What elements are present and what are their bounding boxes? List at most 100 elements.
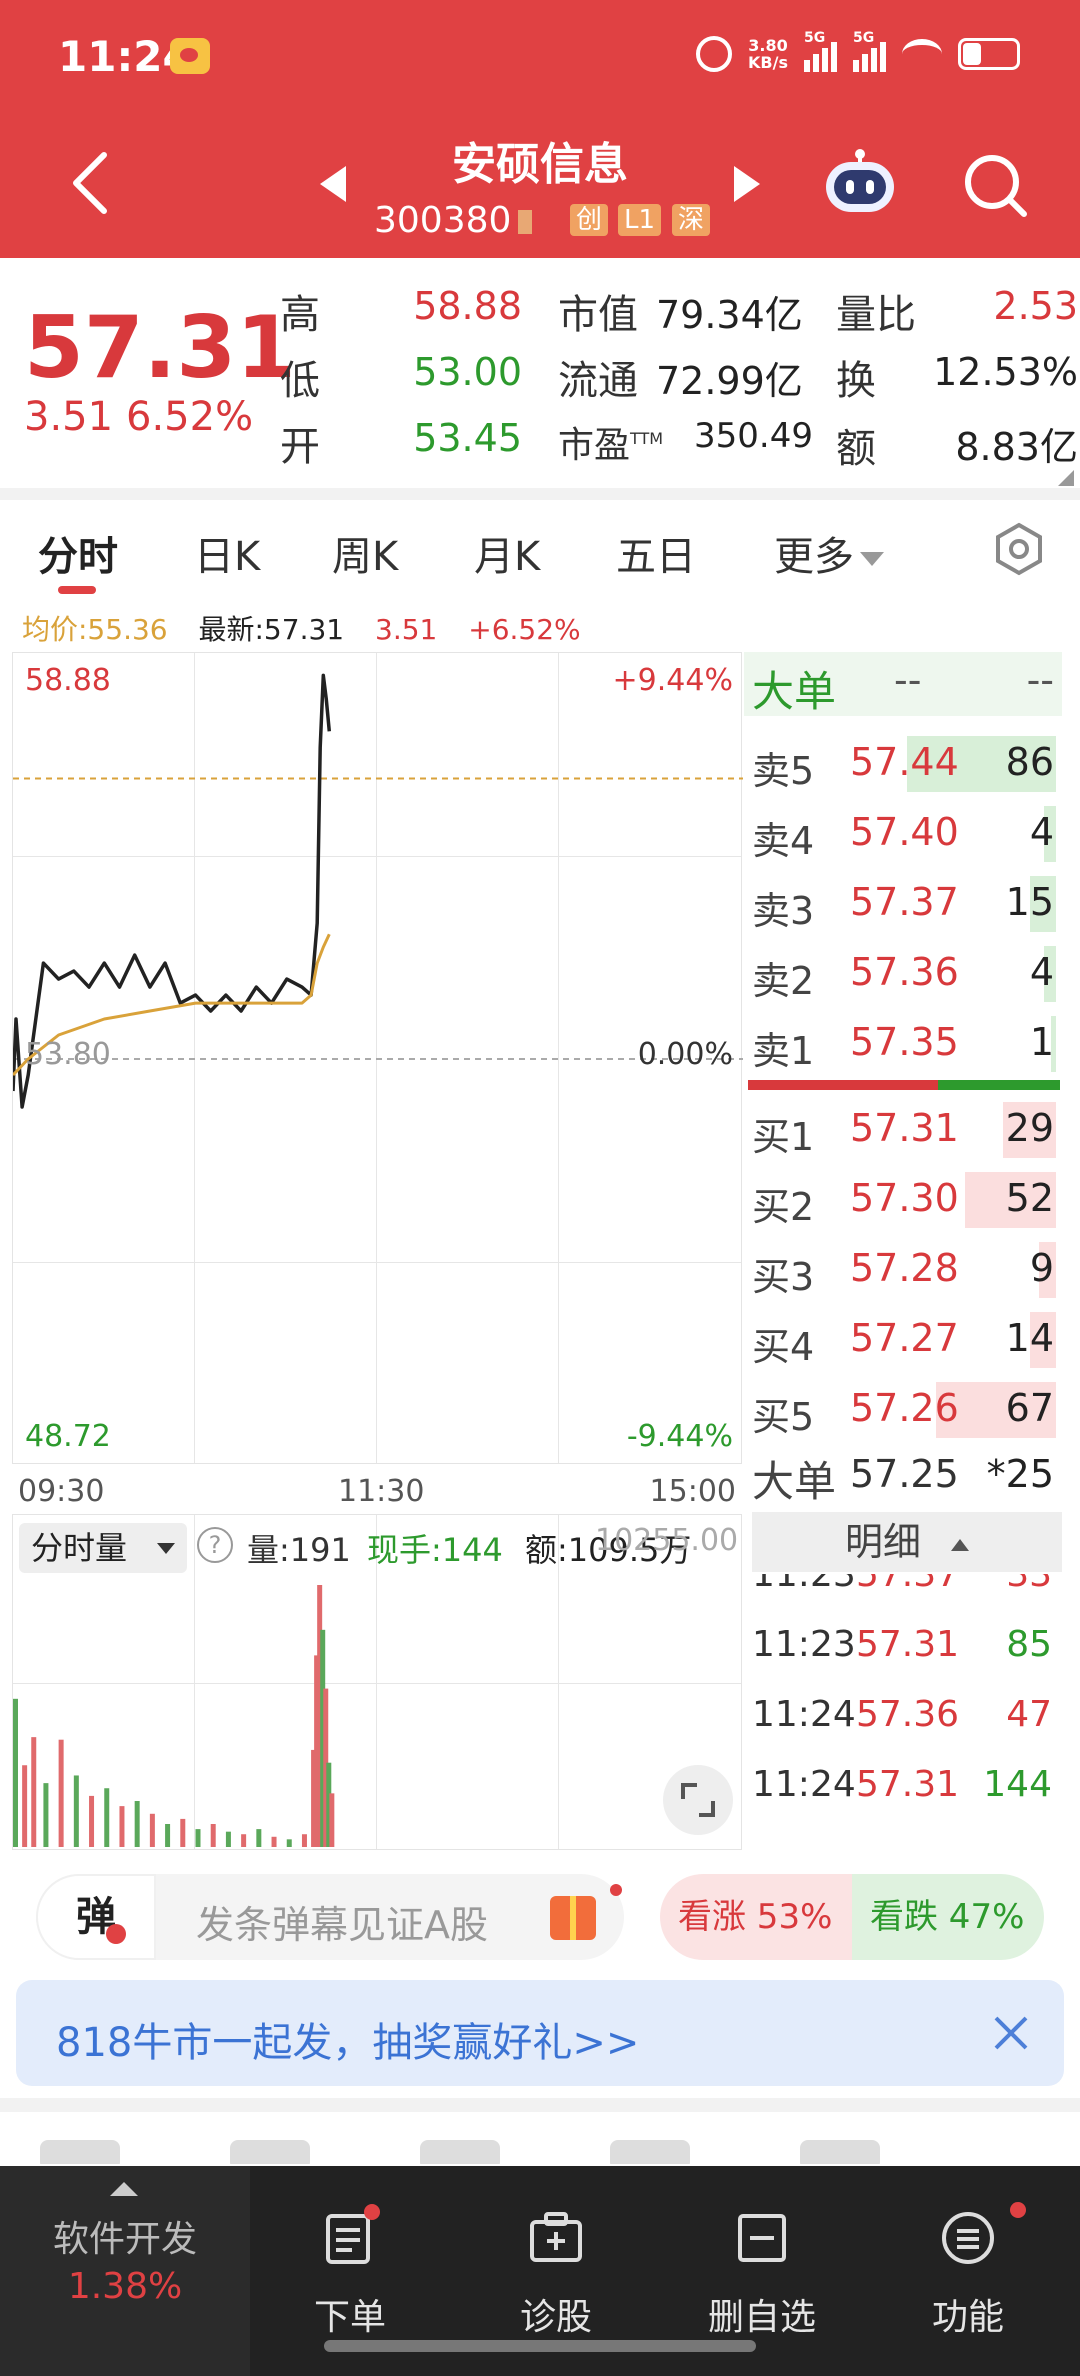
volume-bar xyxy=(271,1836,277,1847)
tick-time: 11:23 xyxy=(752,1574,856,1595)
gift-icon[interactable] xyxy=(550,1896,596,1940)
bid-label: 买1 xyxy=(752,1115,815,1159)
bid-price: 57.28 xyxy=(850,1246,959,1290)
low-value: 53.00 xyxy=(413,350,522,394)
ask-qty: 15 xyxy=(1005,880,1054,924)
volume-bar xyxy=(314,1655,320,1847)
tick-vol: 144 xyxy=(983,1764,1052,1805)
ask-label: 卖1 xyxy=(752,1029,815,1073)
back-button[interactable] xyxy=(60,148,120,218)
open-label: 开 xyxy=(280,424,320,470)
bid-qty: 9 xyxy=(1029,1246,1054,1290)
volume-bar xyxy=(241,1834,247,1847)
order-book[interactable]: 大单 -- -- 卖5 57.44 86 卖4 57.40 4 卖3 57.37 15 卖2 57.… xyxy=(744,652,1068,1852)
tab-five-day[interactable]: 五日 xyxy=(616,534,696,580)
bid-depth-bar xyxy=(1003,1102,1056,1158)
promo-text[interactable]: 818牛市一起发，抽奖赢好礼>> xyxy=(56,2020,640,2066)
bid-row[interactable]: 买4 57.27 14 xyxy=(744,1308,1062,1369)
home-indicator[interactable] xyxy=(324,2340,756,2352)
last-big-order-row: 大单 57.25 *25 xyxy=(744,1444,1062,1506)
big-order-value-2: -- xyxy=(1026,658,1054,702)
tab-more[interactable]: 更多 xyxy=(774,524,884,582)
pe-label: 市盈TTM xyxy=(558,416,663,468)
ask-price: 57.36 xyxy=(850,950,959,994)
next-stock-icon[interactable] xyxy=(734,166,760,202)
sector-name: 软件开发 xyxy=(52,2219,197,2260)
chart-bottom-pct: -9.44% xyxy=(626,1419,733,1454)
volume-bar xyxy=(149,1813,155,1847)
volume-chart[interactable]: 分时量 ? 量:191 现手:144 额:109.5万 10255.00 xyxy=(12,1514,742,1850)
wifi-icon xyxy=(902,39,942,69)
chart-bottom-price: 48.72 xyxy=(25,1419,111,1454)
price-change: 3.51 xyxy=(24,394,114,440)
settings-icon xyxy=(996,522,1042,576)
fullscreen-button[interactable] xyxy=(663,1765,733,1835)
ask-depth-bar xyxy=(1044,946,1056,1002)
sector-ticker[interactable]: 软件开发 1.38% xyxy=(0,2166,250,2376)
amount-value: 8.83亿 xyxy=(955,425,1078,469)
signal-1-label: 5G xyxy=(804,30,826,46)
danmaku-toggle-icon[interactable]: 弹 xyxy=(36,1874,156,1960)
danmaku-placeholder[interactable]: 发条弹幕见证A股 xyxy=(196,1903,488,1947)
bid-row[interactable]: 买2 57.30 52 xyxy=(744,1168,1062,1229)
ask-label: 卖2 xyxy=(752,959,815,1003)
help-icon[interactable]: ? xyxy=(197,1527,233,1563)
bullish-vote-button[interactable]: 看涨 53% xyxy=(660,1874,852,1960)
price-series-line xyxy=(13,673,332,1109)
volume-bar xyxy=(225,1831,231,1847)
ask-row[interactable]: 卖4 57.40 4 xyxy=(744,802,1062,863)
grid-line xyxy=(558,653,559,1463)
menu-icon xyxy=(942,2212,994,2264)
ask-depth-bar xyxy=(907,736,1056,792)
expand-quote-icon[interactable] xyxy=(1058,470,1074,486)
tick-price: 57.36 xyxy=(856,1694,960,1735)
status-icons: 3.80 KB/s 5G 5G xyxy=(696,30,1020,72)
bid-row[interactable]: 买5 57.26 67 xyxy=(744,1378,1062,1439)
volume-bar xyxy=(329,1793,335,1847)
tick-row: 11:23 57.37 33 xyxy=(744,1574,1062,1608)
high-value: 58.88 xyxy=(413,284,522,328)
chart-settings-button[interactable] xyxy=(992,522,1046,576)
detail-toggle-button[interactable]: 明细 xyxy=(752,1512,1062,1572)
tick-list[interactable]: 11:23 57.37 33 11:23 57.31 85 11:24 57.36 47 11:2… xyxy=(744,1574,1062,1854)
ask-qty: 1 xyxy=(1029,1020,1054,1064)
promo-banner[interactable]: 818牛市一起发，抽奖赢好礼>> xyxy=(16,1980,1064,2086)
big-order-header: 大单 -- -- xyxy=(744,652,1062,716)
detail-label: 明细 xyxy=(844,1520,921,1564)
tab-weekly-k[interactable]: 周K xyxy=(332,534,399,580)
ask-row[interactable]: 卖1 57.35 1 xyxy=(744,1012,1062,1073)
robot-assistant-button[interactable] xyxy=(820,148,900,218)
volume-indicator-select[interactable]: 分时量 xyxy=(19,1523,187,1573)
tab-monthly-k[interactable]: 月K xyxy=(474,534,541,580)
ask-row[interactable]: 卖3 57.37 15 xyxy=(744,872,1062,933)
intraday-chart[interactable]: 58.88 +9.44% 53.80 0.00% 48.72 -9.44% xyxy=(12,652,743,1464)
bid-row[interactable]: 买3 57.28 9 xyxy=(744,1238,1062,1299)
float-cap-label: 流通 xyxy=(558,358,638,404)
tag-l1: L1 xyxy=(618,204,662,236)
stock-code: 300380 xyxy=(374,200,512,241)
order-icon xyxy=(326,2214,370,2264)
bearish-vote-button[interactable]: 看跌 47% xyxy=(852,1874,1044,1960)
bid-depth-bar xyxy=(1039,1242,1056,1298)
danmaku-input-bar[interactable]: 弹 发条弹幕见证A股 xyxy=(36,1874,624,1960)
volume-bar xyxy=(165,1824,171,1847)
bid-qty: 29 xyxy=(1005,1106,1054,1150)
signal-2-label: 5G xyxy=(853,30,875,46)
search-button[interactable] xyxy=(960,150,1030,220)
pe-label-sup: TTM xyxy=(630,429,664,448)
chart-tabs: 分时 日K 周K 月K 五日 更多 xyxy=(0,500,1080,598)
latest-pct: +6.52% xyxy=(468,613,581,646)
time-mid: 11:30 xyxy=(338,1474,425,1509)
chart-info-line: 均价:55.36 最新:57.31 3.51 +6.52% xyxy=(22,608,603,648)
ask-label: 卖3 xyxy=(752,889,815,933)
bid-row[interactable]: 买1 57.31 29 xyxy=(744,1098,1062,1159)
tab-intraday[interactable]: 分时 xyxy=(38,534,118,580)
ask-row[interactable]: 卖5 57.44 86 xyxy=(744,732,1062,793)
close-icon[interactable] xyxy=(988,2010,1034,2056)
tab-daily-k[interactable]: 日K xyxy=(194,534,261,580)
quote-summary[interactable]: 57.31 3.51 6.52% 高 58.88 低 53.00 开 53.45… xyxy=(0,258,1080,488)
ask-row[interactable]: 卖2 57.36 4 xyxy=(744,942,1062,1003)
big-order-value-1: -- xyxy=(894,658,922,702)
volume-bar xyxy=(195,1829,201,1847)
prev-stock-icon[interactable] xyxy=(320,166,346,202)
